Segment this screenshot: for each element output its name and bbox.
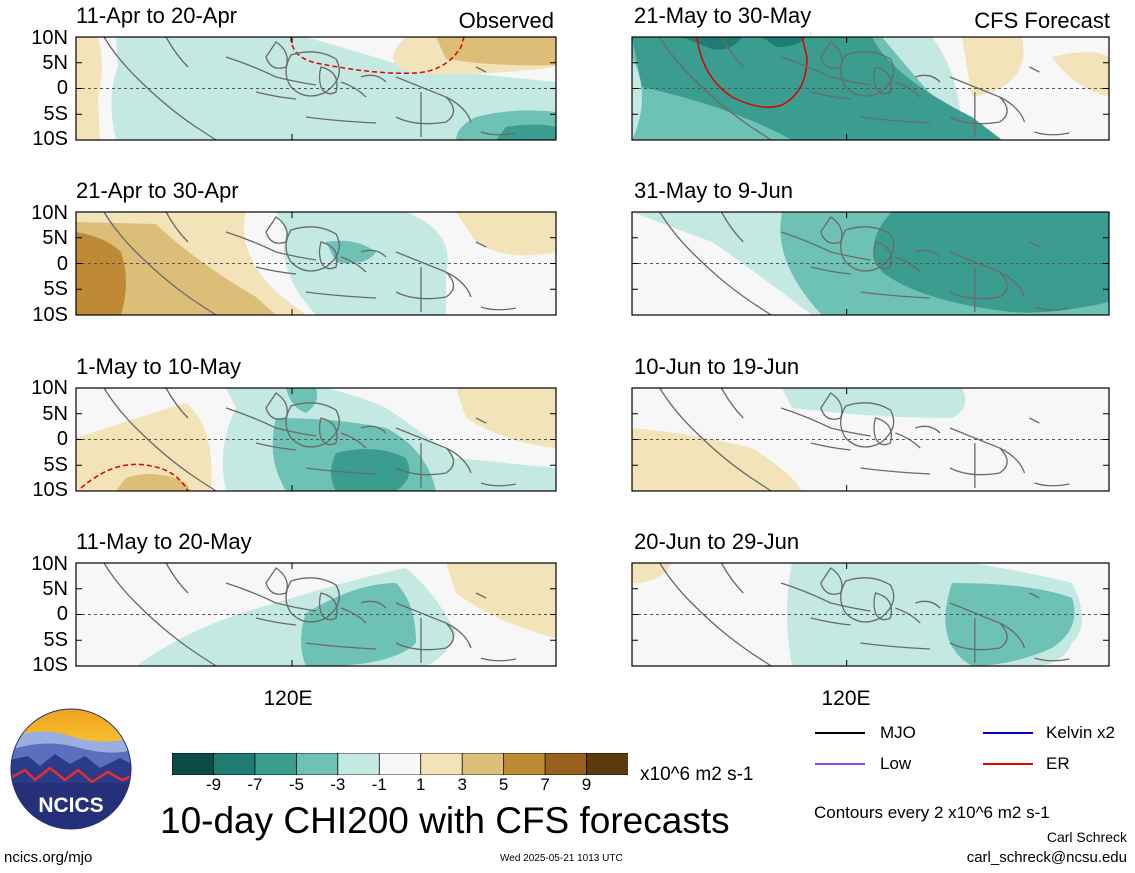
legend-label-mjo: MJO [880,723,916,742]
colorbar-tick-label: 5 [498,775,509,794]
map-panel-may01 [76,388,556,491]
lon-label-left: 120E [263,687,313,710]
lat-label: 5S [43,629,68,651]
lat-label: 5N [42,578,68,600]
lat-label: 5N [42,403,68,425]
colorbar-swatch [503,753,546,775]
colorbar-swatch [213,753,256,775]
legend-line-kelvin [983,732,1033,734]
lat-label: 5S [43,278,68,300]
lat-label: 10N [31,377,68,399]
lat-label: 0 [56,603,68,625]
contour-note: Contours every 2 x10^6 m2 s-1 [814,803,1050,822]
panel-title-5: 21-May to 30-May [634,3,812,28]
colorbar-tick-label: -5 [288,775,304,794]
colorbar-swatch [586,753,628,775]
panel-title-6: 31-May to 9-Jun [634,178,793,203]
colorbar-swatch [254,753,298,775]
colorbar-tick-label: 1 [415,775,426,794]
panel-title-1: 11-Apr to 20-Apr [76,3,238,28]
author-name: Carl Schreck [1046,829,1127,845]
lat-label: 10N [31,553,68,575]
colorbar-tick-label: 3 [457,775,467,794]
panel-title-8: 20-Jun to 29-Jun [634,529,800,554]
map-panel-jun10 [632,388,1109,491]
website-link[interactable]: ncics.org/mjo [4,849,93,866]
legend-line-er [983,763,1033,765]
colorbar-swatch [420,753,464,775]
colorbar-swatch [461,753,505,775]
panel-title-3: 1-May to 10-May [76,354,242,379]
observed-label: Observed [458,8,554,33]
legend-line-mjo [815,732,865,734]
ncics-logo: NCICS [10,708,132,830]
lat-label: 10N [31,202,68,224]
lat-label: 0 [56,428,68,450]
colorbar-swatch [378,753,422,775]
lat-label: 5N [42,52,68,74]
author-email: carl_schreck@ncsu.edu [966,849,1127,866]
colorbar-tick-label: -9 [205,775,222,794]
map-panel-jun20 [632,563,1109,666]
colorbar-swatch [172,753,215,775]
lat-label: 10S [32,304,68,326]
colorbar-units: x10^6 m2 s-1 [640,764,754,785]
colorbar-tick-label: 9 [581,775,592,794]
panel-title-7: 10-Jun to 19-Jun [634,354,800,379]
cfs-forecast-label: CFS Forecast [974,8,1110,33]
colorbar-tick-label: 7 [540,775,550,794]
lat-label: 10S [32,128,68,150]
lat-label: 10S [32,479,68,501]
colorbar-tick-label: -7 [247,775,263,794]
colorbar-tick-label: -3 [330,775,346,794]
lat-label: 10S [32,654,68,676]
panel-title-2: 21-Apr to 30-Apr [76,178,239,203]
legend-label-kelvin: Kelvin x2 [1046,723,1115,742]
lat-label: 5N [42,227,68,249]
legend-line-low [815,763,865,765]
colorbar-swatch [544,753,588,775]
map-panel-may21 [632,37,1109,140]
colorbar-tick-label: -1 [371,775,387,794]
panel-title-4: 11-May to 20-May [76,529,252,554]
legend-label-low: Low [880,754,912,773]
lat-label: 0 [56,253,68,275]
lat-label: 10N [31,27,68,49]
colorbar [172,753,628,775]
timestamp: Wed 2025-05-21 1013 UTC [500,853,623,864]
main-title: 10-day CHI200 with CFS forecasts [160,800,730,841]
colorbar-swatch [295,753,339,775]
lon-label-right: 120E [821,687,871,710]
lat-label: 0 [56,77,68,99]
lat-label: 5S [43,454,68,476]
map-panel-apr21 [76,212,556,315]
lat-label: 5S [43,103,68,125]
map-panel-may31 [632,212,1109,315]
map-panel-apr11 [76,37,556,140]
legend-label-er: ER [1046,754,1070,773]
colorbar-swatch [337,753,381,775]
logo-text: NCICS [38,794,103,817]
map-panel-may11 [76,563,556,666]
